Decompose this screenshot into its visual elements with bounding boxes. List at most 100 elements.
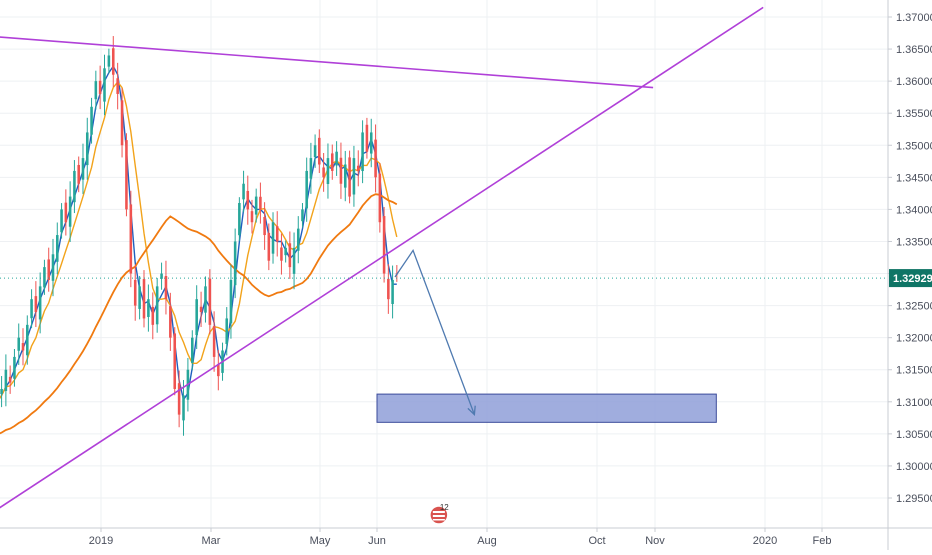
candle[interactable] — [98, 65, 102, 110]
candle[interactable] — [391, 265, 394, 319]
candle[interactable] — [280, 233, 283, 275]
candle[interactable] — [275, 211, 279, 257]
candle[interactable] — [38, 272, 42, 334]
candle[interactable] — [129, 190, 133, 288]
candle[interactable] — [8, 365, 12, 394]
candle[interactable] — [0, 376, 3, 408]
candle[interactable] — [271, 212, 275, 264]
candle[interactable] — [284, 240, 287, 263]
candle[interactable] — [309, 142, 313, 194]
candle[interactable] — [292, 232, 296, 290]
candle[interactable] — [212, 311, 216, 372]
candle[interactable] — [263, 202, 266, 250]
y-tick-label: 1.31500 — [896, 365, 932, 377]
candle[interactable] — [30, 289, 33, 329]
candle[interactable] — [361, 120, 364, 184]
candle[interactable] — [151, 292, 155, 340]
candle[interactable] — [195, 285, 198, 350]
candle[interactable] — [343, 150, 347, 202]
candle[interactable] — [90, 97, 93, 144]
candle[interactable] — [305, 157, 308, 222]
candle[interactable] — [43, 259, 46, 295]
candle[interactable] — [147, 284, 150, 332]
candle[interactable] — [348, 150, 351, 204]
candle[interactable] — [369, 118, 373, 168]
candle[interactable] — [182, 380, 185, 436]
candle[interactable] — [301, 203, 304, 228]
candlestick-series[interactable] — [0, 36, 399, 436]
target-zone-rectangle[interactable] — [376, 393, 717, 423]
candle[interactable] — [68, 181, 72, 242]
candle[interactable] — [173, 327, 177, 396]
candle[interactable] — [4, 354, 8, 407]
candle[interactable] — [125, 133, 128, 217]
candle[interactable] — [217, 350, 220, 391]
candle[interactable] — [103, 54, 106, 116]
candle[interactable] — [318, 129, 321, 174]
candle[interactable] — [233, 228, 237, 299]
candle[interactable] — [225, 307, 229, 356]
candle[interactable] — [164, 260, 168, 315]
candle[interactable] — [242, 170, 245, 213]
candle[interactable] — [365, 117, 369, 159]
candle[interactable] — [313, 134, 317, 168]
candle[interactable] — [138, 275, 141, 320]
trendline-ascending[interactable] — [0, 6, 764, 514]
drawing-objects[interactable] — [0, 6, 888, 514]
candle[interactable] — [259, 182, 262, 224]
candle[interactable] — [13, 348, 16, 387]
candle[interactable] — [296, 216, 300, 264]
candle[interactable] — [254, 188, 258, 223]
candle[interactable] — [107, 48, 111, 74]
candle[interactable] — [288, 231, 292, 279]
candle[interactable] — [133, 264, 137, 321]
candle[interactable] — [169, 292, 172, 351]
candle[interactable] — [229, 264, 233, 339]
candle[interactable] — [204, 276, 207, 323]
candle[interactable] — [116, 62, 119, 110]
candle[interactable] — [382, 206, 386, 283]
candle[interactable] — [17, 323, 21, 365]
candle[interactable] — [374, 124, 377, 193]
candle[interactable] — [142, 270, 146, 328]
candle[interactable] — [238, 197, 241, 242]
candle[interactable] — [26, 315, 29, 365]
candle[interactable] — [73, 160, 76, 214]
candle[interactable] — [246, 175, 250, 225]
candle[interactable] — [335, 141, 338, 176]
candle[interactable] — [378, 163, 382, 233]
projection-arrow[interactable] — [394, 249, 476, 417]
candle[interactable] — [160, 262, 163, 290]
candle[interactable] — [155, 277, 159, 333]
candle[interactable] — [191, 330, 194, 371]
candle[interactable] — [94, 70, 98, 110]
candle[interactable] — [21, 328, 25, 366]
candle[interactable] — [77, 156, 80, 193]
candle[interactable] — [326, 143, 330, 199]
candle[interactable] — [85, 117, 89, 180]
candle[interactable] — [64, 189, 68, 236]
candle[interactable] — [267, 223, 271, 271]
candle[interactable] — [81, 143, 85, 195]
candle[interactable] — [55, 222, 59, 275]
candle[interactable] — [111, 36, 115, 87]
candle[interactable] — [322, 152, 325, 192]
candle[interactable] — [330, 144, 334, 180]
candle[interactable] — [356, 150, 360, 187]
event-marker[interactable]: 12 — [429, 503, 449, 525]
candle[interactable] — [34, 281, 38, 328]
candle[interactable] — [51, 238, 55, 297]
candle[interactable] — [120, 88, 124, 158]
candle[interactable] — [60, 203, 63, 239]
candle[interactable] — [387, 264, 390, 314]
candle[interactable] — [47, 247, 50, 292]
candle[interactable] — [199, 291, 203, 328]
candle[interactable] — [250, 199, 254, 234]
trendline-descending[interactable] — [0, 36, 654, 89]
candle[interactable] — [339, 142, 343, 199]
candle[interactable] — [208, 269, 212, 335]
candle[interactable] — [177, 370, 181, 428]
candle[interactable] — [352, 145, 356, 207]
